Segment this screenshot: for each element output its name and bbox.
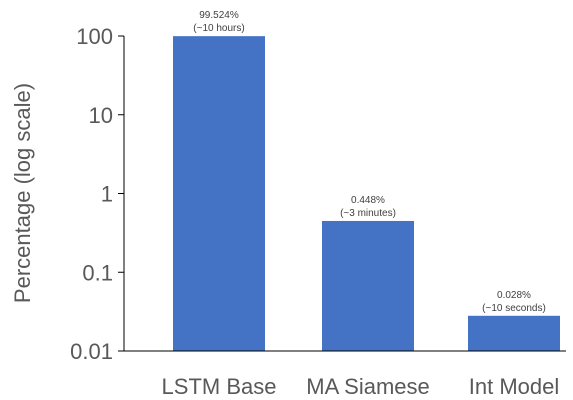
data-label-time: (~10 seconds) (482, 303, 546, 314)
y-tick-label: 1 (101, 182, 113, 207)
y-tick-label: 10 (89, 103, 113, 128)
x-category-label: Int Model (469, 374, 560, 399)
data-label-time: (~3 minutes) (340, 208, 396, 219)
x-category-label: MA Siamese (306, 374, 430, 399)
x-axis-categories: LSTM Base MA Siamese Int Model (162, 374, 560, 399)
bar (173, 36, 265, 352)
data-label-value: 99.524% (199, 10, 239, 21)
bar (468, 315, 560, 351)
data-labels: 99.524% (~10 hours) 0.448% (~3 minutes) 0.02… (193, 10, 546, 314)
y-tick-label: 0.1 (82, 260, 113, 285)
data-label-value: 0.028% (497, 290, 531, 301)
data-label-value: 0.448% (351, 195, 385, 206)
bars (173, 36, 560, 352)
y-tick-label: 100 (76, 24, 113, 49)
y-tick-label: 0.01 (70, 339, 113, 364)
y-axis-title: Percentage (log scale) (10, 83, 35, 303)
bar (322, 220, 414, 351)
y-axis-ticks: 0.01 0.1 1 10 100 (70, 24, 124, 364)
x-category-label: LSTM Base (162, 374, 277, 399)
data-label-time: (~10 hours) (193, 23, 244, 34)
